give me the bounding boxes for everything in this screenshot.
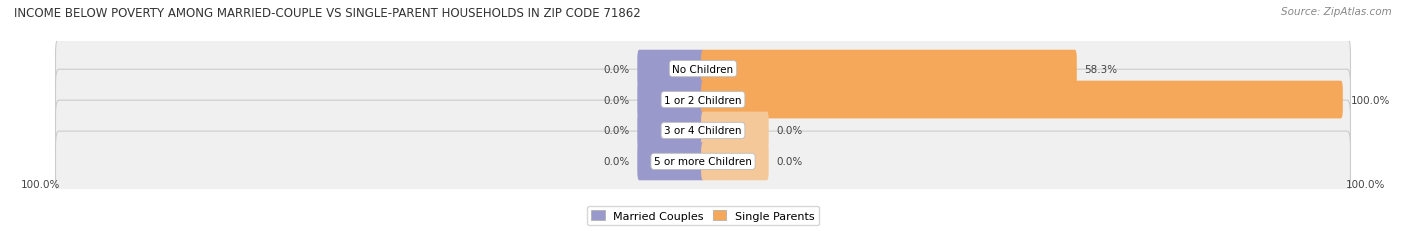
Text: 0.0%: 0.0% <box>776 157 803 167</box>
FancyBboxPatch shape <box>55 70 1351 130</box>
Text: 0.0%: 0.0% <box>776 126 803 136</box>
Legend: Married Couples, Single Parents: Married Couples, Single Parents <box>586 206 820 225</box>
FancyBboxPatch shape <box>702 143 769 180</box>
Text: 58.3%: 58.3% <box>1084 64 1118 74</box>
Text: 100.0%: 100.0% <box>1351 95 1391 105</box>
FancyBboxPatch shape <box>637 81 704 119</box>
Text: INCOME BELOW POVERTY AMONG MARRIED-COUPLE VS SINGLE-PARENT HOUSEHOLDS IN ZIP COD: INCOME BELOW POVERTY AMONG MARRIED-COUPL… <box>14 7 641 20</box>
Text: 3 or 4 Children: 3 or 4 Children <box>664 126 742 136</box>
FancyBboxPatch shape <box>55 131 1351 192</box>
Text: 100.0%: 100.0% <box>21 179 60 189</box>
Text: Source: ZipAtlas.com: Source: ZipAtlas.com <box>1281 7 1392 17</box>
Text: 1 or 2 Children: 1 or 2 Children <box>664 95 742 105</box>
Text: 5 or more Children: 5 or more Children <box>654 157 752 167</box>
FancyBboxPatch shape <box>637 51 704 88</box>
Text: 0.0%: 0.0% <box>603 95 630 105</box>
FancyBboxPatch shape <box>637 112 704 150</box>
Text: 0.0%: 0.0% <box>603 126 630 136</box>
Text: 0.0%: 0.0% <box>603 157 630 167</box>
FancyBboxPatch shape <box>55 101 1351 161</box>
FancyBboxPatch shape <box>702 112 769 150</box>
FancyBboxPatch shape <box>702 81 1343 119</box>
Text: 0.0%: 0.0% <box>603 64 630 74</box>
FancyBboxPatch shape <box>637 143 704 180</box>
Text: No Children: No Children <box>672 64 734 74</box>
FancyBboxPatch shape <box>702 51 1077 88</box>
FancyBboxPatch shape <box>55 39 1351 100</box>
Text: 100.0%: 100.0% <box>1346 179 1385 189</box>
